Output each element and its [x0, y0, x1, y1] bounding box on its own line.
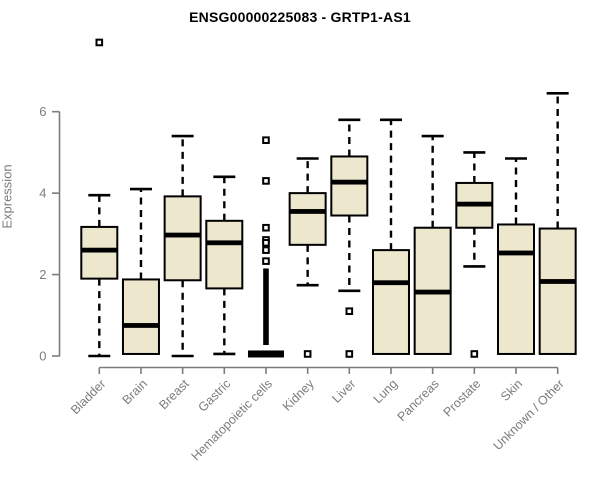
- median-line: [539, 279, 576, 284]
- box-liver: [330, 118, 369, 358]
- x-tick-label-prostate: Prostate: [441, 377, 484, 420]
- median-line: [331, 179, 368, 185]
- x-tick-label-skin: Skin: [498, 377, 525, 404]
- outlier-point: [262, 223, 270, 232]
- iqr-box: [330, 155, 369, 217]
- median-line: [122, 323, 159, 328]
- iqr-box: [80, 225, 119, 280]
- x-tick-label-gastric: Gastric: [196, 377, 234, 415]
- box-prostate: [455, 151, 494, 358]
- median-line: [372, 280, 409, 286]
- box-unknown-other: [538, 92, 577, 355]
- x-tick-label-lung: Lung: [371, 377, 401, 407]
- y-tick-label: 6: [39, 104, 46, 119]
- chart-title: ENSG00000225083 - GRTP1-AS1: [189, 9, 411, 25]
- iqr-box: [288, 192, 327, 246]
- outlier-point: [262, 238, 270, 247]
- iqr-box: [163, 195, 202, 282]
- box-lung: [371, 118, 410, 355]
- box-skin: [497, 157, 535, 355]
- median-line: [206, 240, 243, 246]
- box-gastric: [205, 175, 244, 356]
- box-bladder: [80, 38, 119, 358]
- y-tick-label: 2: [39, 267, 46, 282]
- iqr-box: [497, 223, 535, 355]
- outlier-point: [470, 350, 479, 358]
- outlier-point: [345, 350, 354, 358]
- x-tick-label-pancreas: Pancreas: [395, 377, 442, 424]
- median-line: [498, 250, 534, 256]
- x-tick-label-hematopoietic-cells: Hematopoietic cells: [189, 377, 276, 464]
- collapsed-box: [247, 350, 284, 358]
- outlier-point: [345, 307, 354, 316]
- iqr-box: [538, 227, 577, 355]
- x-tick-label-breast: Breast: [156, 376, 192, 412]
- box-pancreas: [413, 134, 452, 355]
- median-line: [456, 201, 493, 207]
- box-hematopoietic-cells: [247, 136, 284, 358]
- iqr-box: [205, 219, 244, 290]
- box-brain: [121, 187, 160, 355]
- x-tick-label-liver: Liver: [329, 377, 358, 406]
- outlier-point: [262, 257, 270, 265]
- box-breast: [163, 134, 202, 358]
- x-tick-label-brain: Brain: [120, 377, 151, 408]
- x-tick-label-bladder: Bladder: [68, 377, 108, 417]
- y-tick-label: 0: [39, 349, 46, 364]
- y-tick-label: 4: [39, 186, 46, 201]
- outlier-point: [95, 38, 104, 47]
- outlier-point: [262, 177, 270, 185]
- box-kidney: [288, 157, 327, 358]
- outlier-point: [303, 350, 312, 358]
- dense-outlier-stack: [263, 268, 269, 346]
- outlier-point: [262, 246, 270, 254]
- median-line: [81, 247, 118, 253]
- iqr-box: [371, 249, 410, 355]
- median-line: [164, 232, 201, 238]
- iqr-box: [121, 278, 160, 355]
- median-line: [289, 209, 326, 214]
- median-line: [414, 289, 451, 295]
- outlier-point: [262, 136, 270, 144]
- x-tick-label-kidney: Kidney: [280, 376, 317, 413]
- x-tick-label-unknown-other: Unknown / Other: [491, 377, 567, 453]
